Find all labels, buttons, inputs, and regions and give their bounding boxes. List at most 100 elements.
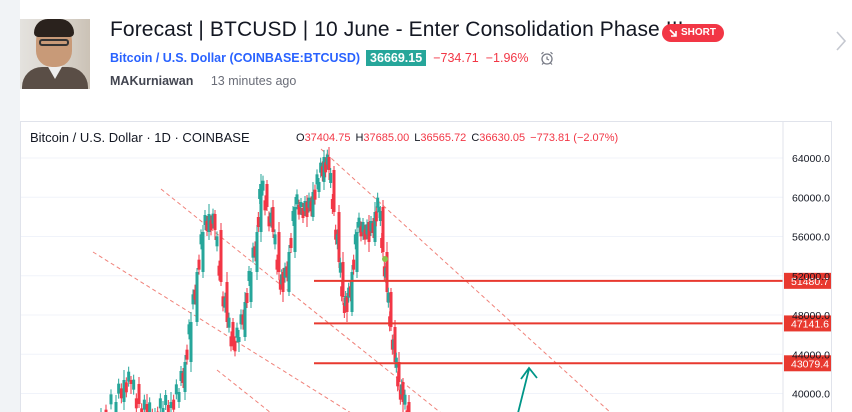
candle-body bbox=[172, 399, 176, 410]
candle-body bbox=[229, 336, 233, 347]
candle-body bbox=[221, 296, 225, 307]
candle-body bbox=[322, 157, 326, 182]
candle-body bbox=[295, 194, 299, 205]
candle-body bbox=[311, 192, 315, 217]
price-chart[interactable]: 51480.7 47141.6 43079.4 64000.0 60000.0 5600… bbox=[21, 122, 832, 412]
author-name[interactable]: MAKurniawan bbox=[110, 74, 194, 88]
chart-legend: Bitcoin / U.S. Dollar · 1D · COINBASE bbox=[30, 130, 250, 145]
candle-body bbox=[335, 234, 339, 245]
candle-body bbox=[376, 197, 380, 208]
candle-body bbox=[334, 229, 338, 240]
author-avatar[interactable] bbox=[20, 19, 90, 89]
candle-body bbox=[371, 223, 375, 233]
short-badge-label: SHORT bbox=[681, 27, 716, 38]
candle-body bbox=[227, 317, 231, 328]
candle-body bbox=[374, 211, 378, 222]
author-line: MAKurniawan 13 minutes ago bbox=[110, 74, 296, 88]
candle-body bbox=[401, 382, 405, 402]
candle-body bbox=[189, 322, 193, 362]
price-tick-label: 44000.0 bbox=[792, 349, 830, 361]
candle-body bbox=[140, 408, 144, 412]
candle-body bbox=[271, 207, 275, 232]
price-tick-label: 40000.0 bbox=[792, 389, 830, 401]
candle-body bbox=[142, 399, 146, 410]
arrow-down-right-icon bbox=[669, 29, 677, 37]
candle-body bbox=[307, 197, 311, 208]
candle-body bbox=[407, 402, 411, 412]
candle-body bbox=[137, 384, 141, 404]
candle-body bbox=[245, 293, 249, 303]
marker-dot bbox=[382, 256, 388, 262]
candle-body bbox=[215, 236, 219, 247]
candle-body bbox=[348, 286, 352, 297]
candle-body bbox=[109, 394, 113, 405]
candle-body bbox=[320, 166, 324, 177]
ohlc-l: L36565.72 bbox=[414, 132, 467, 144]
candle-body bbox=[122, 380, 126, 402]
candle-body bbox=[324, 162, 328, 173]
symbol-link[interactable]: Bitcoin / U.S. Dollar (COINBASE:BTCUSD) bbox=[110, 51, 360, 65]
candle-body bbox=[219, 230, 223, 282]
candle-body bbox=[174, 384, 178, 395]
candle-body bbox=[166, 405, 170, 412]
candle-body bbox=[209, 220, 213, 231]
candle-body bbox=[405, 410, 409, 412]
short-badge: SHORT bbox=[662, 24, 724, 42]
candle-body bbox=[259, 184, 263, 232]
candle-body bbox=[256, 217, 260, 227]
candle-body bbox=[273, 234, 277, 245]
ohlc-h: H37685.00 bbox=[355, 132, 410, 144]
ohlc-c: C36630.05 bbox=[471, 132, 526, 144]
candle-body bbox=[315, 174, 319, 185]
candle-body bbox=[353, 234, 357, 245]
candle-body bbox=[269, 212, 273, 223]
candle-body bbox=[237, 337, 241, 342]
candle-body bbox=[342, 303, 346, 313]
candle-body bbox=[329, 173, 333, 183]
candle-body bbox=[267, 216, 271, 227]
candle-body bbox=[201, 232, 205, 272]
candle-body bbox=[291, 211, 295, 221]
price-tick-label: 48000.0 bbox=[792, 310, 830, 322]
candle-body bbox=[327, 157, 331, 170]
candle-body bbox=[381, 207, 385, 252]
candle-body bbox=[117, 383, 121, 394]
candle-body bbox=[363, 229, 367, 240]
candle-body bbox=[197, 259, 201, 270]
candle-body bbox=[205, 221, 209, 231]
ohlc-readout: O37404.75 H37685.00 L36565.72 C36630.05 −773… bbox=[296, 132, 623, 144]
candle-body bbox=[337, 212, 341, 262]
candle-body bbox=[158, 398, 162, 409]
forecast-arrow bbox=[517, 366, 538, 412]
candle-body bbox=[247, 271, 251, 281]
candle-body bbox=[169, 402, 173, 408]
candle-body bbox=[213, 214, 217, 230]
candle-body bbox=[148, 402, 152, 412]
price-tick-label: 52000.0 bbox=[792, 271, 830, 283]
candle-body bbox=[241, 314, 245, 325]
candle-body bbox=[309, 201, 313, 212]
last-price-badge: 36669.15 bbox=[366, 50, 427, 66]
candle-body bbox=[347, 287, 351, 298]
alarm-clock-icon[interactable] bbox=[539, 50, 555, 66]
published-time: 13 minutes ago bbox=[210, 74, 297, 88]
symbol-code[interactable]: (COINBASE:BTCUSD) bbox=[229, 51, 361, 65]
candle-body bbox=[203, 215, 207, 225]
chevron-right-icon[interactable] bbox=[834, 30, 848, 52]
candle-body bbox=[249, 272, 253, 302]
candle-body bbox=[278, 279, 282, 290]
candle-body bbox=[325, 154, 329, 165]
candle-body bbox=[253, 246, 257, 257]
candle-body bbox=[341, 262, 345, 297]
ohlc-o: O37404.75 bbox=[296, 132, 351, 144]
candle-body bbox=[332, 170, 336, 212]
candle-body bbox=[313, 189, 317, 200]
ohlc-change: −773.81 (−2.07%) bbox=[530, 132, 619, 144]
candle-body bbox=[124, 382, 128, 393]
price-tick-label: 64000.0 bbox=[792, 153, 830, 165]
idea-title: Forecast | BTCUSD | 10 June - Enter Cons… bbox=[110, 18, 684, 41]
candle-body bbox=[191, 294, 195, 305]
chart-panel[interactable]: Bitcoin / U.S. Dollar · 1D · COINBASE O3… bbox=[20, 121, 832, 412]
symbol-name[interactable]: Bitcoin / U.S. Dollar bbox=[110, 51, 226, 65]
candle-body bbox=[359, 226, 363, 237]
